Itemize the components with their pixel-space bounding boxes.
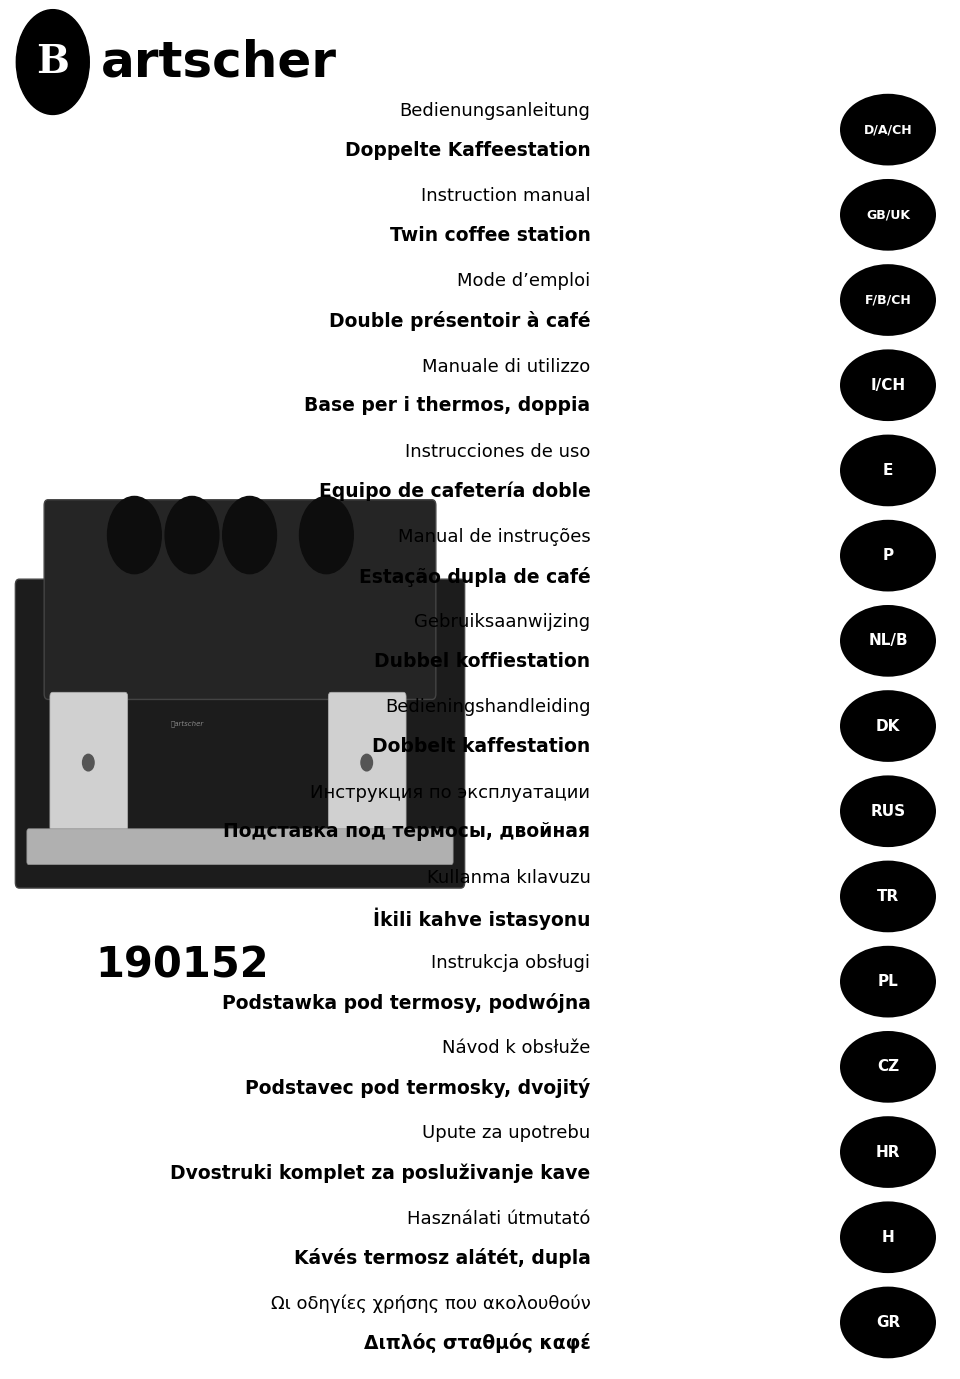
- Ellipse shape: [840, 1287, 936, 1358]
- Text: Instruction manual: Instruction manual: [420, 188, 590, 205]
- Text: D/A/CH: D/A/CH: [864, 123, 912, 137]
- Circle shape: [300, 496, 353, 574]
- Text: Estação dupla de café: Estação dupla de café: [359, 567, 590, 586]
- Text: Bedienungsanleitung: Bedienungsanleitung: [399, 102, 590, 120]
- Text: Doppelte Kaffeestation: Doppelte Kaffeestation: [345, 141, 590, 160]
- Circle shape: [83, 754, 94, 771]
- Text: Инструкция по эксплуатации: Инструкция по эксплуатации: [310, 783, 590, 801]
- Text: E: E: [883, 463, 893, 479]
- Circle shape: [361, 754, 372, 771]
- Text: Double présentoir à café: Double présentoir à café: [328, 312, 590, 331]
- Text: Base per i thermos, doppia: Base per i thermos, doppia: [304, 396, 590, 415]
- Text: B: B: [36, 43, 69, 81]
- Text: H: H: [881, 1230, 895, 1245]
- Text: Instrukcja obsługi: Instrukcja obsługi: [431, 954, 590, 972]
- Text: HR: HR: [876, 1145, 900, 1160]
- Text: NL/B: NL/B: [868, 633, 908, 648]
- Text: GR: GR: [876, 1316, 900, 1329]
- Circle shape: [108, 496, 161, 574]
- Text: CZ: CZ: [876, 1059, 900, 1074]
- Text: Ⓑartscher: Ⓑartscher: [171, 721, 204, 727]
- Text: RUS: RUS: [871, 804, 905, 819]
- Circle shape: [223, 496, 276, 574]
- Text: Подставка под термосы, двойная: Подставка под термосы, двойная: [224, 822, 590, 841]
- Text: Használati útmutató: Használati útmutató: [407, 1209, 590, 1227]
- Ellipse shape: [840, 605, 936, 677]
- Text: 190152: 190152: [96, 945, 269, 986]
- Ellipse shape: [840, 520, 936, 592]
- Text: Podstawka pod termosy, podwójna: Podstawka pod termosy, podwójna: [222, 993, 590, 1012]
- Text: DK: DK: [876, 718, 900, 734]
- Text: PL: PL: [877, 974, 899, 989]
- Text: artscher: artscher: [101, 39, 337, 85]
- Ellipse shape: [840, 690, 936, 761]
- Text: P: P: [882, 547, 894, 563]
- Text: Bedieningshandleiding: Bedieningshandleiding: [385, 698, 590, 717]
- Text: Dubbel koffiestation: Dubbel koffiestation: [374, 652, 590, 670]
- Ellipse shape: [840, 775, 936, 847]
- Text: I/CH: I/CH: [871, 378, 905, 393]
- Text: F/B/CH: F/B/CH: [865, 294, 911, 306]
- Text: Manuale di utilizzo: Manuale di utilizzo: [422, 357, 590, 375]
- Circle shape: [165, 496, 219, 574]
- Text: Manual de instruções: Manual de instruções: [397, 528, 590, 546]
- Text: Mode d’emploi: Mode d’emploi: [457, 273, 590, 291]
- Text: Kávés termosz alátét, dupla: Kávés termosz alátét, dupla: [294, 1248, 590, 1269]
- Text: Podstavec pod termosky, dvojitý: Podstavec pod termosky, dvojitý: [245, 1078, 590, 1098]
- FancyBboxPatch shape: [27, 829, 453, 865]
- Text: Ωι οδηγίες χρήσης που ακολουθούν: Ωι οδηγίες χρήσης που ακολουθούν: [271, 1295, 590, 1313]
- Ellipse shape: [840, 349, 936, 421]
- Text: TR: TR: [876, 889, 900, 905]
- Text: Διπλός σταθμός καφέ: Διπλός σταθμός καφέ: [364, 1333, 590, 1354]
- Text: Kullanma kılavuzu: Kullanma kılavuzu: [426, 869, 590, 887]
- Ellipse shape: [840, 1116, 936, 1187]
- Ellipse shape: [840, 179, 936, 251]
- Ellipse shape: [840, 946, 936, 1018]
- Circle shape: [16, 10, 89, 114]
- Ellipse shape: [840, 94, 936, 165]
- Text: Dvostruki komplet za posluživanje kave: Dvostruki komplet za posluživanje kave: [170, 1162, 590, 1183]
- Text: Návod k obsłuže: Návod k obsłuže: [442, 1040, 590, 1058]
- Ellipse shape: [840, 1031, 936, 1103]
- Text: Upute za upotrebu: Upute za upotrebu: [422, 1124, 590, 1142]
- Text: GB/UK: GB/UK: [866, 208, 910, 221]
- Text: Twin coffee station: Twin coffee station: [390, 226, 590, 245]
- FancyBboxPatch shape: [328, 692, 406, 832]
- Text: Instrucciones de uso: Instrucciones de uso: [405, 443, 590, 461]
- Text: İkili kahve istasyonu: İkili kahve istasyonu: [372, 907, 590, 929]
- Ellipse shape: [840, 265, 936, 336]
- FancyBboxPatch shape: [15, 579, 465, 888]
- FancyBboxPatch shape: [50, 692, 128, 832]
- Ellipse shape: [840, 434, 936, 506]
- Text: Equipo de cafetería doble: Equipo de cafetería doble: [319, 481, 590, 501]
- Text: Gebruiksaanwijzing: Gebruiksaanwijzing: [415, 614, 590, 632]
- FancyBboxPatch shape: [44, 499, 436, 699]
- Ellipse shape: [840, 860, 936, 932]
- Text: Dobbelt kaffestation: Dobbelt kaffestation: [372, 736, 590, 756]
- Ellipse shape: [840, 1201, 936, 1273]
